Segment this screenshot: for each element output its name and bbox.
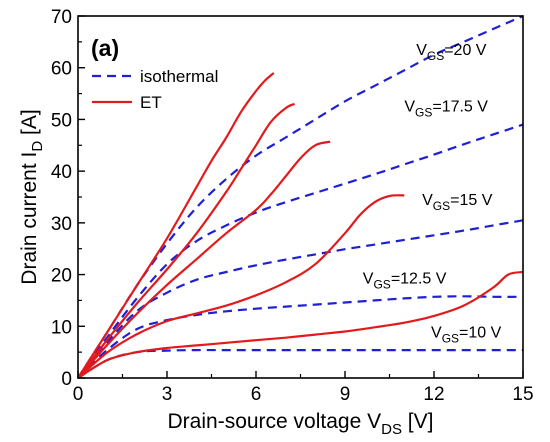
series-isothermal-vgs-17-5 (77, 123, 524, 379)
series-isothermal-vgs-15 (77, 219, 524, 379)
vgs-annotation-value: =10 V (459, 325, 502, 342)
vgs-annotation-sub: GS (433, 199, 450, 213)
legend-label-isothermal: isothermal (140, 67, 218, 86)
series-et-vgs-15 (77, 140, 331, 379)
x-axis-title-sub: DS (381, 421, 402, 438)
axis-ticks (77, 15, 524, 379)
series-isothermal-vgs-10 (77, 348, 523, 379)
vgs-annotation-prefix: V (404, 99, 415, 116)
vgs-annotation-sub: GS (415, 106, 432, 120)
vgs-annotation-value: =15 V (450, 192, 493, 209)
legend: isothermal ET (92, 67, 218, 112)
x-axis-title: Drain-source voltage VDS [V] (168, 410, 434, 438)
x-tick-label: 9 (340, 384, 351, 405)
y-tick-label: 70 (51, 7, 72, 28)
vgs-annotation-sub: GS (427, 49, 444, 63)
vgs-annotation: VGS=10 V (431, 325, 502, 346)
x-axis-title-main: Drain-source voltage V (168, 410, 382, 433)
x-tick-label: 12 (423, 384, 444, 405)
vgs-annotation: VGS=20 V (416, 42, 487, 63)
vgs-annotation-sub: GS (373, 277, 390, 291)
y-tick-label: 0 (61, 369, 72, 390)
y-tick-label: 40 (51, 162, 72, 183)
vgs-annotation: VGS=17.5 V (404, 99, 488, 120)
y-axis-title-unit: [A] (18, 109, 41, 141)
y-tick-label: 20 (51, 266, 72, 287)
series-et-vgs-17-5 (77, 102, 296, 379)
x-tick-label: 6 (251, 384, 262, 405)
vgs-annotation-prefix: V (416, 42, 427, 59)
axis-tick-labels: 0 3 6 9 12 15 0 10 20 30 40 50 60 70 (51, 7, 534, 405)
y-tick-label: 60 (51, 59, 72, 80)
vgs-annotation: VGS=15 V (422, 192, 493, 213)
y-tick-label: 10 (51, 317, 72, 338)
panel-label: (a) (91, 35, 119, 61)
vgs-annotation-value: =12.5 V (391, 270, 447, 287)
series-et-vgs-12-5 (77, 194, 405, 379)
vgs-annotation-value: =17.5 V (432, 99, 488, 116)
legend-label-et: ET (140, 93, 162, 112)
series-isothermal-vgs-12-5 (77, 295, 524, 379)
y-tick-label: 50 (51, 110, 72, 131)
vgs-annotation-value: =20 V (444, 42, 487, 59)
y-axis-title: Drain current ID [A] (18, 109, 46, 284)
plot-curves (77, 14, 524, 379)
y-tick-label: 30 (51, 214, 72, 235)
x-tick-label: 0 (73, 384, 84, 405)
vgs-annotation-prefix: V (422, 192, 433, 209)
y-axis-title-sub: D (29, 141, 46, 152)
series-et-vgs-20 (77, 72, 275, 379)
y-axis-title-main: Drain current I (18, 152, 41, 285)
vgs-annotation-prefix: V (431, 325, 442, 342)
vgs-annotation: VGS=12.5 V (363, 270, 447, 291)
vgs-annotation-prefix: V (363, 270, 374, 287)
vgs-annotation-sub: GS (442, 332, 459, 346)
x-axis-title-unit: [V] (402, 410, 434, 433)
series-et-vgs-10 (77, 270, 524, 379)
x-tick-label: 3 (162, 384, 173, 405)
x-tick-label: 15 (512, 384, 533, 405)
